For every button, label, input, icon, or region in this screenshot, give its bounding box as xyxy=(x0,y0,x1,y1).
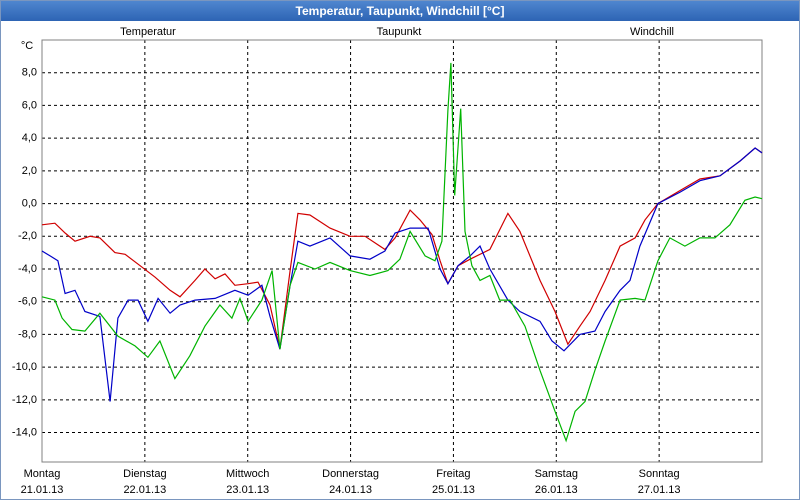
x-tick-date: 21.01.13 xyxy=(21,484,64,496)
x-tick-label: Donnerstag xyxy=(322,468,379,480)
x-tick-date: 27.01.13 xyxy=(638,484,681,496)
y-tick-label: 4,0 xyxy=(22,132,37,144)
x-tick-label: Samstag xyxy=(535,468,578,480)
legend-entry: Taupunkt xyxy=(377,26,422,38)
x-tick-date: 25.01.13 xyxy=(432,484,475,496)
y-tick-label: 8,0 xyxy=(22,67,37,79)
y-tick-label: 2,0 xyxy=(22,165,37,177)
y-tick-label: -10,0 xyxy=(12,361,37,373)
y-tick-label: 0,0 xyxy=(22,197,37,209)
plot-frame xyxy=(41,39,763,463)
x-tick-date: 26.01.13 xyxy=(535,484,578,496)
title-bar: Temperatur, Taupunkt, Windchill [°C] xyxy=(1,1,799,21)
series-line xyxy=(41,147,763,350)
y-unit: °C xyxy=(21,40,33,52)
y-tick-label: -2,0 xyxy=(18,230,37,242)
legend-entry: Temperatur xyxy=(120,26,176,38)
y-tick-label: -6,0 xyxy=(18,296,37,308)
x-tick-label: Mittwoch xyxy=(226,468,269,480)
y-tick-label: -8,0 xyxy=(18,328,37,340)
x-tick-date: 23.01.13 xyxy=(226,484,269,496)
x-tick-date: 24.01.13 xyxy=(329,484,372,496)
x-tick-date: 22.01.13 xyxy=(123,484,166,496)
x-tick-label: Sonntag xyxy=(639,468,680,480)
x-tick-label: Dienstag xyxy=(123,468,166,480)
legend-entry: Windchill xyxy=(630,26,674,38)
y-tick-label: -12,0 xyxy=(12,394,37,406)
series-line xyxy=(41,62,763,443)
y-tick-label: -4,0 xyxy=(18,263,37,275)
y-tick-label: 6,0 xyxy=(22,99,37,111)
x-tick-label: Montag xyxy=(24,468,61,480)
chart: °C Temperatur Taupunkt Windchill 8,0 6,0 4… xyxy=(12,26,763,496)
x-tick-label: Freitag xyxy=(436,468,470,480)
series-line xyxy=(41,147,763,402)
y-tick-label: -14,0 xyxy=(12,426,37,438)
